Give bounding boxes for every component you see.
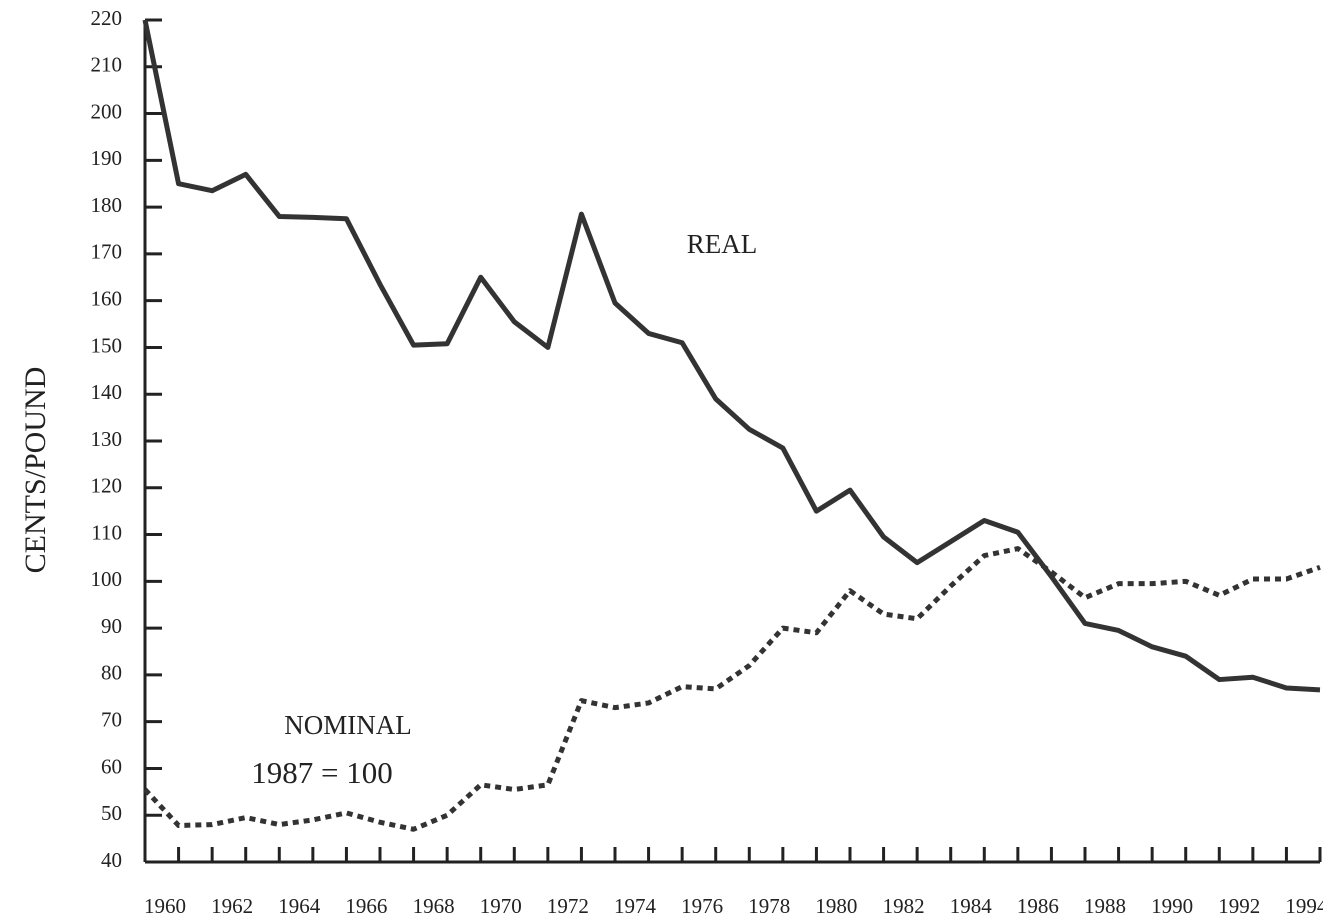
x-tick-label: 1990 [1151, 894, 1193, 918]
series-line [143, 546, 1321, 832]
x-tick-label: 1992 [1218, 894, 1260, 918]
x-tick-label: 1988 [1084, 894, 1126, 918]
y-tick-label: 100 [91, 567, 123, 591]
y-tick-label: 140 [91, 380, 123, 404]
x-tick-label: 1972 [547, 894, 589, 918]
series-label: NOMINAL [284, 710, 412, 740]
x-tick-label: 1994 [1285, 894, 1323, 918]
y-tick-label: 150 [91, 333, 123, 357]
y-tick-label: 40 [101, 848, 122, 872]
y-tick-label: 120 [91, 474, 123, 498]
x-tick-label: 1974 [614, 894, 657, 918]
x-tick-label: 1970 [480, 894, 522, 918]
y-axis-label: CENTS/POUND [19, 367, 52, 574]
x-tick-label: 1984 [950, 894, 993, 918]
y-tick-label: 50 [101, 801, 122, 825]
x-tick-label: 1964 [278, 894, 321, 918]
y-tick-label: 210 [91, 53, 123, 77]
y-tick-label: 110 [91, 520, 122, 544]
y-tick-label: 170 [91, 240, 123, 264]
x-tick-label: 1980 [815, 894, 857, 918]
y-tick-label: 220 [91, 6, 123, 30]
x-tick-label: 1986 [1017, 894, 1059, 918]
x-tick-label: 1976 [681, 894, 723, 918]
x-tick-label: 1960 [144, 894, 186, 918]
y-tick-label: 200 [91, 99, 123, 123]
series-label: REAL [687, 229, 758, 259]
y-tick-label: 130 [91, 427, 123, 451]
series-line [142, 19, 1321, 693]
y-tick-label: 160 [91, 286, 123, 310]
x-tick-label: 1982 [883, 894, 925, 918]
y-tick-label: 90 [101, 614, 122, 638]
y-tick-label: 80 [101, 661, 122, 685]
annotation: 1987 = 100 [251, 755, 392, 790]
x-tick-label: 1962 [211, 894, 253, 918]
x-tick-label: 1968 [413, 894, 455, 918]
y-tick-label: 70 [101, 707, 122, 731]
y-tick-label: 60 [101, 754, 122, 778]
x-tick-label: 1978 [748, 894, 790, 918]
x-tick-label: 1966 [345, 894, 387, 918]
y-tick-label: 190 [91, 146, 123, 170]
y-tick-label: 180 [91, 193, 123, 217]
